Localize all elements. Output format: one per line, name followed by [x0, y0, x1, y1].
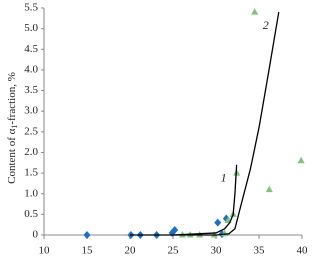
curve-label: 2 — [263, 18, 269, 32]
triangle-point — [265, 185, 273, 193]
x-tick-label: 20 — [125, 245, 137, 257]
y-tick-label: 5.5 — [24, 2, 38, 14]
chart: Content of α1-fraction, % 00.51.01.52.02… — [6, 2, 309, 257]
y-axis-label-sub: 1 — [10, 125, 19, 129]
diamond-point — [214, 218, 222, 227]
y-tick-label: 1.0 — [24, 187, 38, 199]
y-tick-label: 4.0 — [24, 63, 38, 75]
y-axis-label-part: Content of α — [6, 128, 18, 183]
diamond-point — [171, 226, 179, 235]
y-axis-label-part: -fraction, % — [6, 72, 18, 125]
triangle-point — [210, 231, 218, 238]
curve — [173, 12, 280, 236]
triangle-point — [251, 8, 259, 15]
x-tick-label: 10 — [39, 245, 51, 257]
y-axis-label: Content of α1-fraction, % — [6, 72, 19, 184]
x-tick-label: 15 — [82, 245, 94, 257]
y-tick-label: 2.0 — [24, 146, 38, 158]
y-tick-label: 1.5 — [24, 167, 38, 179]
y-tick-label: 2.5 — [24, 125, 38, 137]
diamond-point — [83, 231, 91, 239]
curve-label: 1 — [221, 171, 227, 185]
y-tick-label: 0.5 — [24, 208, 38, 220]
y-tick-label: 4.5 — [24, 43, 38, 55]
x-tick-label: 25 — [168, 245, 180, 257]
x-tick-label: 35 — [254, 245, 266, 257]
x-tick-label: 40 — [297, 245, 309, 257]
x-tick-label: 30 — [211, 245, 223, 257]
triangle-point — [297, 156, 305, 164]
y-tick-label: 5.0 — [24, 22, 38, 34]
y-tick-label: 3.5 — [24, 84, 38, 96]
y-tick-label: 3.0 — [24, 105, 38, 117]
y-tick-label: 0 — [33, 229, 39, 241]
